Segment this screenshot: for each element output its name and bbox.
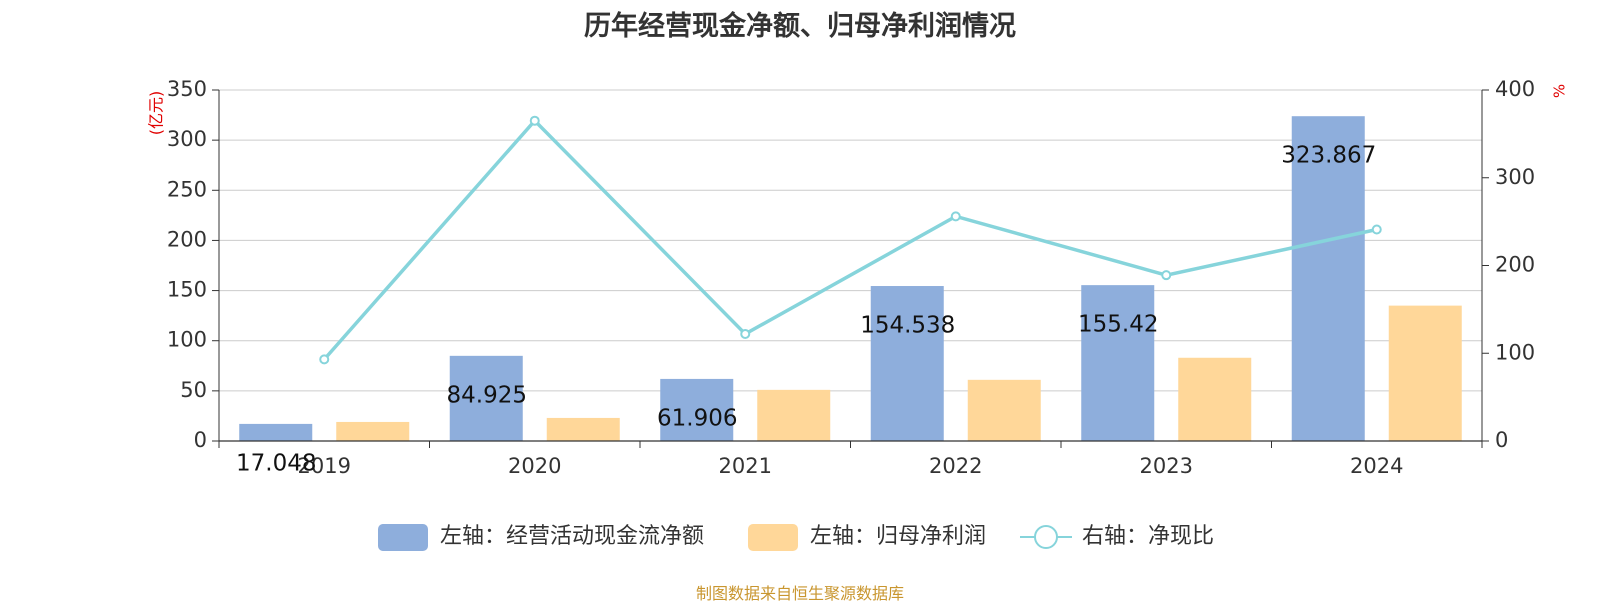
x-axis-tick-label: 2021 <box>719 454 772 478</box>
left-axis-tick-label: 350 <box>167 77 207 101</box>
legend-swatch-net-profit <box>748 524 798 551</box>
data-labels: 17.048 84.925 61.906 154.538 155.42 323.867 <box>236 143 1376 477</box>
legend-label-ratio: 右轴：净现比 <box>1082 524 1214 549</box>
legend-label-cash-flow: 左轴：经营活动现金流净额 <box>440 524 704 549</box>
source-note: 制图数据来自恒生聚源数据库 <box>695 584 904 603</box>
right-axis-tick-label: 100 <box>1495 340 1535 364</box>
left-axis-tick-label: 250 <box>167 177 207 201</box>
ratio-point <box>1371 224 1382 235</box>
right-axis-tick-label: 0 <box>1495 428 1508 452</box>
bar-cash-flow <box>660 378 734 441</box>
x-axis-tick-label: 2019 <box>298 454 351 478</box>
left-axis-tick-label: 150 <box>167 278 207 302</box>
data-label-cash-flow: 155.42 <box>1078 312 1158 338</box>
bar-cash-flow <box>1081 285 1155 441</box>
data-label-cash-flow: 17.048 <box>236 450 316 476</box>
ratio-line-series <box>319 115 1382 365</box>
bar-cash-flow <box>1291 116 1365 441</box>
ratio-point <box>529 115 540 126</box>
bar-cash-flow <box>870 286 944 441</box>
left-axis-tick-label: 200 <box>167 227 207 251</box>
x-axis-tick-label: 2023 <box>1140 454 1193 478</box>
legend: 左轴：经营活动现金流净额 左轴：归母净利润 右轴：净现比 <box>378 524 1214 551</box>
left-axis-unit: (亿元) <box>147 91 166 136</box>
bar-series <box>239 116 1462 441</box>
x-axis-tick-label: 2020 <box>508 454 561 478</box>
ratio-point <box>740 328 751 339</box>
right-axis-unit: % <box>1551 84 1569 98</box>
data-label-cash-flow: 154.538 <box>860 313 955 339</box>
bar-net-profit <box>336 421 410 441</box>
right-axis-tick-label: 300 <box>1495 165 1535 189</box>
ratio-point <box>950 211 961 222</box>
data-label-cash-flow: 323.867 <box>1281 143 1376 169</box>
ratio-line <box>322 118 1378 361</box>
legend-label-net-profit: 左轴：归母净利润 <box>810 524 986 549</box>
bar-cash-flow <box>239 423 313 441</box>
ratio-point <box>1161 270 1172 281</box>
left-axis-tick-label: 100 <box>167 328 207 352</box>
right-axis-tick-label: 200 <box>1495 253 1535 277</box>
ratio-point <box>319 354 330 365</box>
left-axis-tick-label: 50 <box>180 378 207 402</box>
data-label-cash-flow: 61.906 <box>657 405 737 431</box>
bar-cash-flow <box>449 355 523 441</box>
bar-net-profit <box>546 417 620 441</box>
bar-net-profit <box>1388 305 1462 441</box>
data-label-cash-flow: 84.925 <box>447 382 527 408</box>
bar-net-profit <box>757 389 831 441</box>
x-axis-tick-label: 2024 <box>1350 454 1403 478</box>
chart-title: 历年经营现金净额、归母净利润情况 <box>584 11 1016 42</box>
x-axis-tick-label: 2022 <box>929 454 982 478</box>
left-axis-tick-label: 300 <box>167 127 207 151</box>
bar-net-profit <box>1178 357 1252 441</box>
left-axis-tick-label: 0 <box>194 428 207 452</box>
bar-net-profit <box>967 379 1041 441</box>
axes: 0 50 100 150 200 250 300 350 0 100 200 300 400 2019 20… <box>167 77 1535 478</box>
right-axis-tick-label: 400 <box>1495 77 1535 101</box>
legend-swatch-cash-flow <box>378 524 428 551</box>
legend-swatch-ratio-marker <box>1034 525 1058 549</box>
